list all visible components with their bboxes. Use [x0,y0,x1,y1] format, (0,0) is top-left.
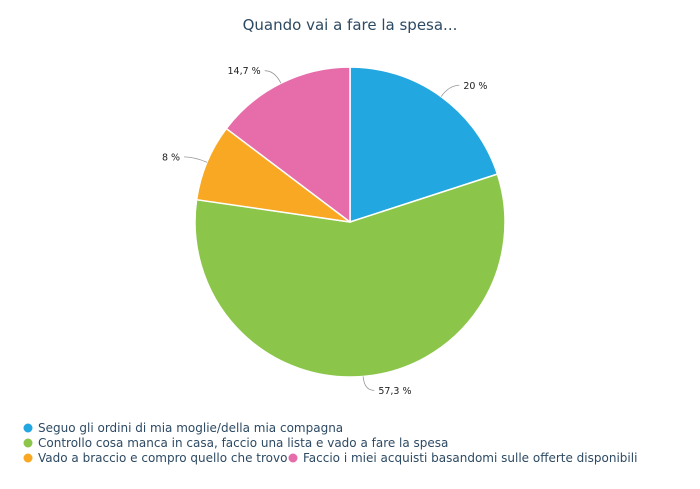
data-labels: 20 % 57,3 % 8 % 14,7 % [162,66,488,397]
legend-label: Vado a braccio e compro quello che trovo [38,451,287,465]
legend-label: Seguo gli ordini di mia moglie/della mia… [38,421,343,435]
leader-line [264,70,282,84]
legend: Seguo gli ordini di mia moglie/della mia… [23,421,638,465]
data-label: 14,7 % [227,66,260,77]
data-label: 8 % [162,152,180,163]
pie-slices [194,66,506,378]
leader-line [362,376,375,391]
legend-marker [23,423,33,433]
chart-title: Quando vai a fare la spesa... [243,16,458,34]
leader-line [440,84,460,97]
legend-label: Faccio i miei acquisti basandomi sulle o… [303,451,637,465]
data-label: 57,3 % [378,386,411,397]
leader-line [184,156,208,163]
legend-marker [23,438,33,448]
pie-slice-seguo-gli-ordini-di-mia-moglie-della-mia[interactable] [349,66,499,223]
legend-marker [23,453,33,463]
legend-marker [288,453,298,463]
legend-item-vado-a-braccio-e-compro-quello-che-trovo[interactable]: Vado a braccio e compro quello che trovo [23,451,288,465]
legend-item-faccio-i-miei-acquisti-basandomi-sulle-o[interactable]: Faccio i miei acquisti basandomi sulle o… [288,451,638,465]
data-label: 20 % [463,81,487,92]
legend-item-seguo-gli-ordini-di-mia-moglie-della-mia[interactable]: Seguo gli ordini di mia moglie/della mia… [23,421,344,435]
legend-item-controllo-cosa-manca-in-casa-faccio-una-[interactable]: Controllo cosa manca in casa, faccio una… [23,436,449,450]
legend-label: Controllo cosa manca in casa, faccio una… [38,436,448,450]
